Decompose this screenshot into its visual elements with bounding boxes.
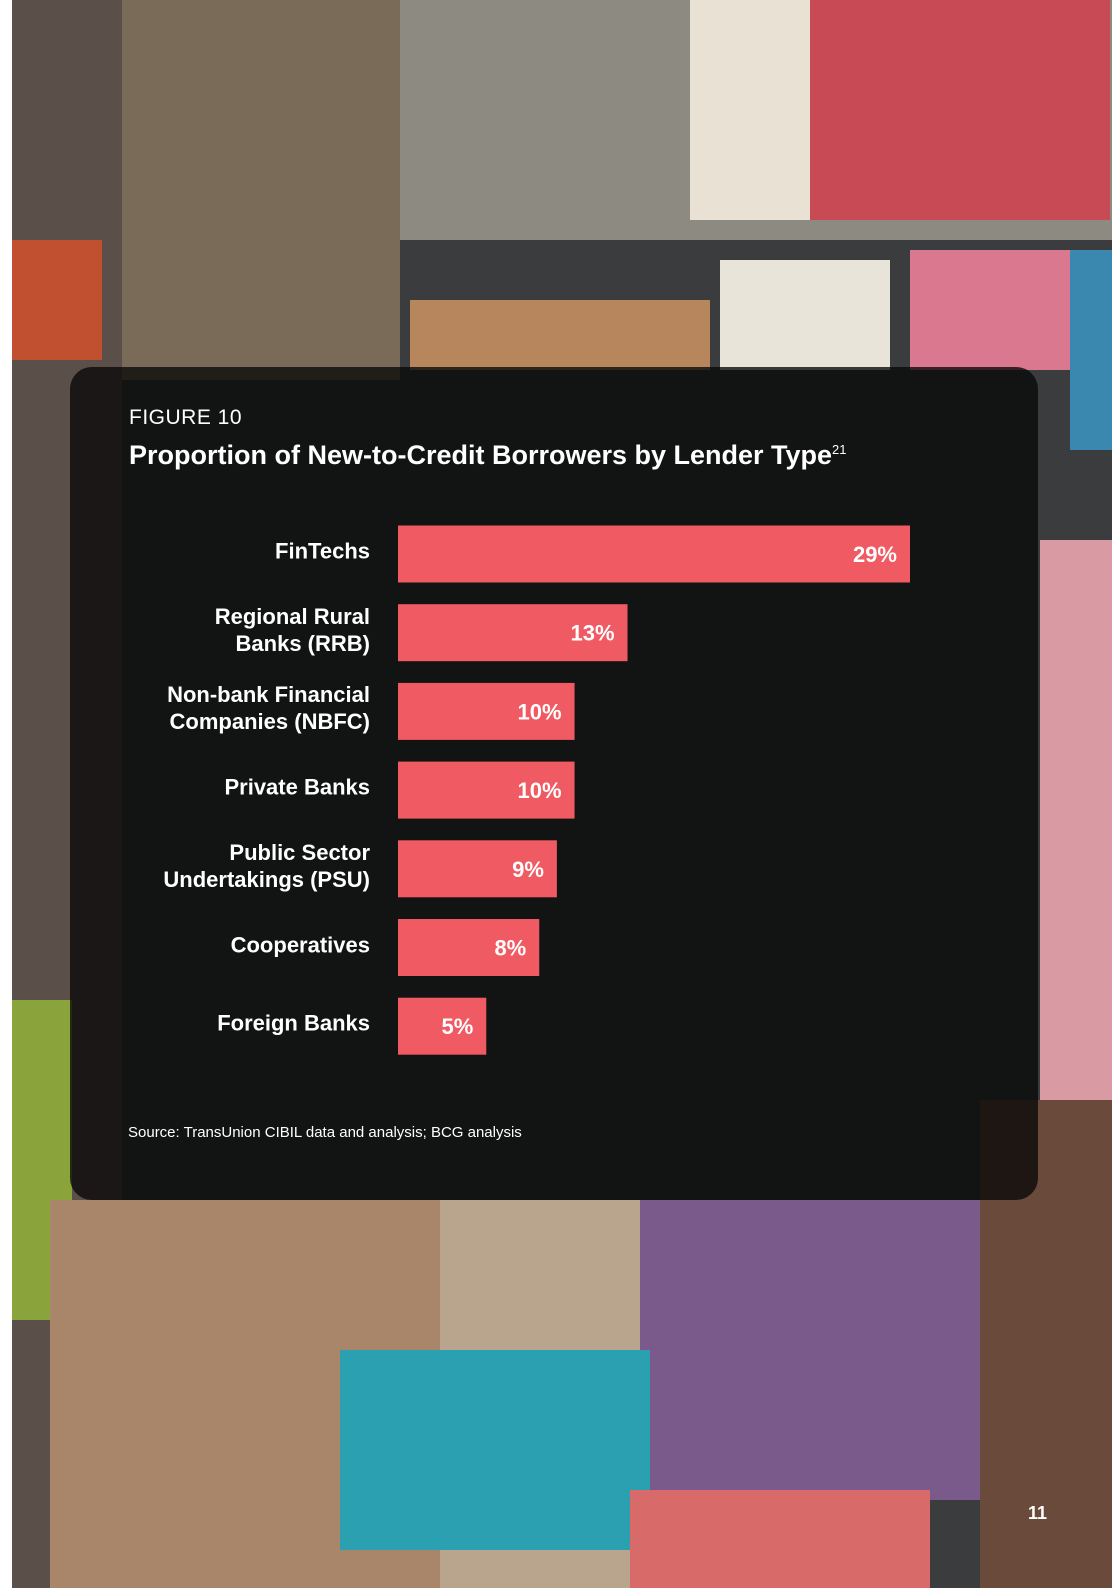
value-label: 10% (518, 699, 562, 724)
category-label: Public Sector Undertakings (PSU) (30, 839, 370, 893)
category-label: Cooperatives (30, 931, 370, 958)
source: Source: TransUnion CIBIL data and analys… (128, 1124, 522, 1141)
value-label: 8% (494, 936, 526, 961)
figure-label: FIGURE 10 (129, 406, 242, 430)
value-label: 13% (570, 621, 614, 646)
value-label: 5% (441, 1014, 473, 1039)
category-label: Private Banks (30, 774, 370, 801)
category-label: Foreign Banks (30, 1010, 370, 1037)
value-label: 29% (853, 542, 897, 567)
chart-title: Proportion of New-to-Credit Borrowers by… (129, 440, 847, 471)
page: 29% 13% 10% 10% 9% 8% 5% FIGURE 10 Proportion o… (0, 0, 1112, 1588)
category-label: Non-bank Financial Companies (NBFC) (30, 681, 370, 735)
bar (398, 526, 910, 583)
value-label: 10% (518, 778, 562, 803)
value-label: 9% (512, 857, 544, 882)
category-label: FinTechs (30, 538, 370, 565)
category-label: Regional Rural Banks (RRB) (30, 603, 370, 657)
page-number: 11 (1028, 1503, 1047, 1524)
footnote-ref: 21 (832, 442, 846, 457)
